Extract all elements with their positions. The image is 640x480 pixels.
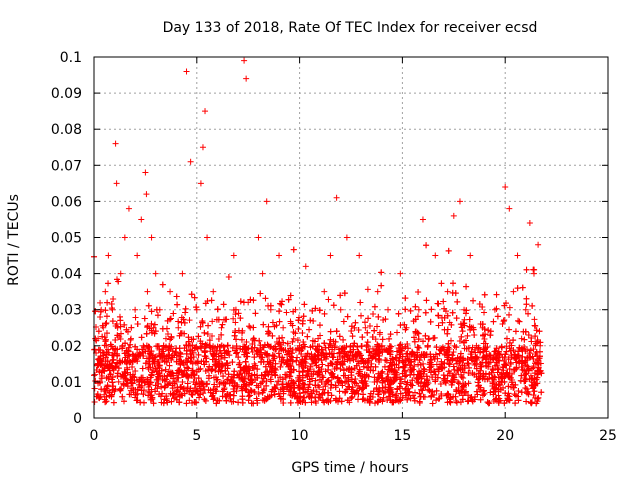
data-point: [279, 380, 286, 387]
data-point: [209, 318, 216, 325]
data-point: [232, 319, 239, 326]
data-point: [377, 329, 384, 336]
data-point: [527, 347, 534, 354]
data-point: [471, 361, 478, 368]
data-point: [394, 329, 401, 336]
data-point: [290, 335, 297, 342]
data-point: [121, 321, 128, 328]
data-point: [531, 316, 538, 323]
data-point: [512, 400, 519, 407]
data-point: [246, 392, 253, 399]
data-point: [512, 392, 519, 399]
data-point: [419, 387, 426, 394]
data-point: [97, 299, 104, 306]
data-point: [359, 334, 366, 341]
data-point: [503, 343, 510, 350]
data-point: [435, 395, 442, 402]
data-point: [481, 335, 488, 342]
data-point: [387, 331, 394, 338]
data-point: [506, 304, 513, 311]
data-point: [338, 398, 345, 405]
scatter-points: [91, 57, 545, 407]
data-point: [351, 379, 358, 386]
data-point: [364, 286, 371, 293]
data-point: [282, 374, 289, 381]
data-point: [186, 317, 193, 324]
data-point: [348, 395, 355, 402]
data-point: [307, 317, 314, 324]
data-point: [235, 399, 242, 406]
data-point: [405, 345, 412, 352]
data-point: [357, 299, 364, 306]
data-point: [183, 400, 190, 407]
data-point: [170, 310, 177, 317]
data-point: [230, 315, 237, 322]
data-point: [91, 399, 98, 406]
data-point: [220, 301, 227, 308]
data-point: [205, 322, 212, 329]
data-point: [378, 282, 385, 289]
data-point: [326, 340, 333, 347]
data-point: [507, 359, 514, 366]
data-point: [319, 361, 326, 368]
data-point: [110, 399, 117, 406]
data-point: [154, 312, 161, 319]
data-point: [494, 313, 501, 320]
data-point: [435, 322, 442, 329]
data-point: [503, 348, 510, 355]
data-point: [320, 386, 327, 393]
data-point: [442, 380, 449, 387]
data-point: [186, 397, 193, 404]
data-point: [321, 310, 328, 317]
data-point: [530, 346, 537, 353]
